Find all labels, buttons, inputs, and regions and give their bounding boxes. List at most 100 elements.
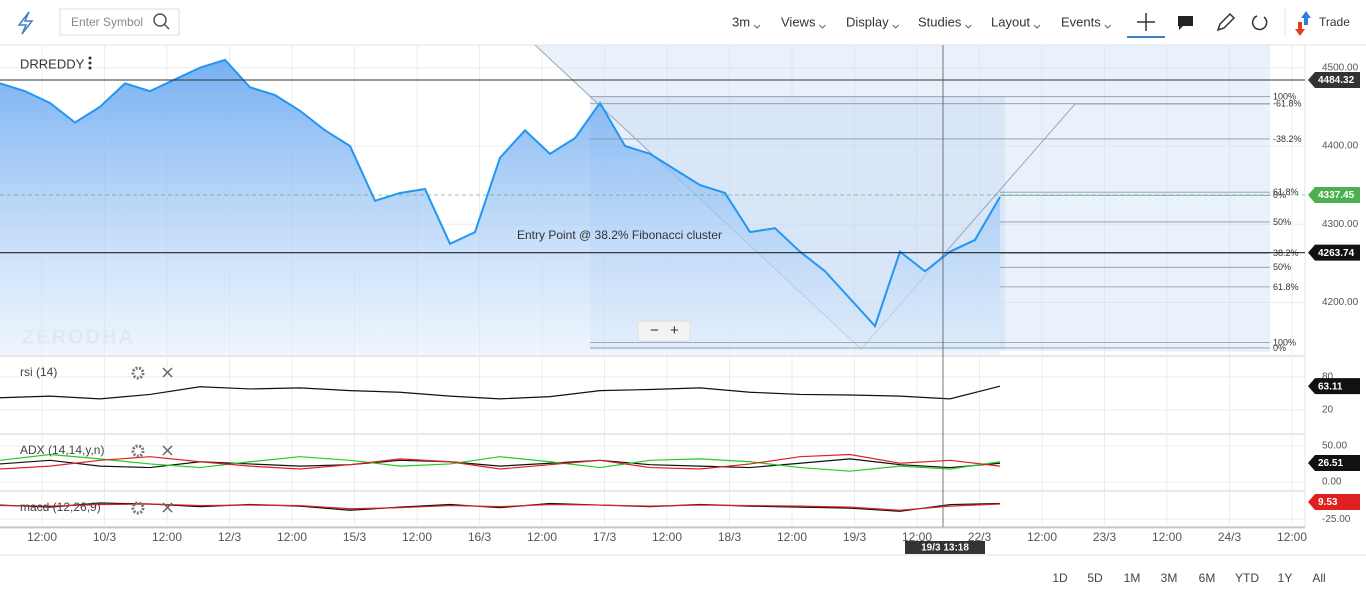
- fib-level-label: 0%: [1273, 190, 1286, 200]
- menu-chevron: [753, 24, 761, 29]
- x-tick-label: 12:00: [27, 530, 57, 544]
- study-title: ADX (14,14,y,n): [20, 443, 104, 457]
- menu-chevron: [965, 24, 972, 29]
- x-tick-label: 12:00: [1152, 530, 1182, 544]
- range-button[interactable]: 1D: [1052, 571, 1068, 585]
- menu-item[interactable]: Studies: [918, 14, 962, 29]
- zoom-out[interactable]: −: [650, 322, 659, 339]
- fib-level-label: -61.8%: [1273, 99, 1302, 109]
- value-tag-label: 26.51: [1318, 458, 1343, 469]
- study-settings[interactable]: [131, 444, 145, 458]
- fib-level-label: 61.8%: [1273, 282, 1299, 292]
- zoom-in[interactable]: +: [670, 322, 679, 339]
- x-tick-label: 12/3: [218, 530, 242, 544]
- symbol-menu[interactable]: [88, 66, 92, 70]
- crosshair-date-box: [905, 541, 985, 554]
- value-tag: [1308, 378, 1360, 395]
- x-tick-label: 12:00: [1027, 530, 1057, 544]
- range-button[interactable]: All: [1312, 571, 1325, 585]
- value-tag-label: 9.53: [1318, 497, 1338, 508]
- y-tick-label: 20: [1322, 405, 1334, 416]
- y-tick-label: 0.00: [1322, 477, 1342, 488]
- x-tick-label: 12:00: [152, 530, 182, 544]
- fib-level-label: 61.8%: [1273, 187, 1299, 197]
- plot-layer: 100%-61.8%-38.2%61.8%0%50%38.2%50%61.8%1…: [0, 58, 1360, 512]
- study-settings[interactable]: [131, 501, 145, 515]
- study-remove[interactable]: [162, 445, 173, 456]
- range-button[interactable]: 1M: [1124, 571, 1141, 585]
- x-tick-label: 12:00: [777, 530, 807, 544]
- indicator-line: [0, 453, 1001, 472]
- annotation: Entry Point @ 38.2% Fibonacci cluster: [517, 228, 722, 242]
- menu-item[interactable]: Display: [846, 14, 889, 29]
- zoom-control: [637, 320, 691, 342]
- symbol-menu[interactable]: [88, 61, 92, 65]
- menu-item[interactable]: 3m: [732, 14, 750, 29]
- menu-item[interactable]: Layout: [991, 14, 1030, 29]
- x-tick-label: 12:00: [902, 530, 932, 544]
- menu-chevron: [892, 24, 899, 29]
- x-tick-label: 18/3: [718, 530, 742, 544]
- study-title: macd (12,26,9): [20, 500, 101, 514]
- value-tag: [1308, 494, 1360, 510]
- fib-level-label: -38.2%: [1273, 134, 1302, 144]
- range-button[interactable]: 5D: [1087, 571, 1103, 585]
- trade-icon-down[interactable]: [1295, 22, 1305, 36]
- study-remove[interactable]: [162, 502, 173, 513]
- price-tag: [1308, 71, 1360, 88]
- grid-layer: 12:00 10/3 12:00 12/3 12:00 15/3 12:00 16/3 12:0…: [0, 45, 1359, 544]
- y-tick-label: 4400.00: [1322, 141, 1359, 152]
- crosshair-date: 19/3 13:18: [921, 543, 969, 554]
- x-tick-label: 12:00: [652, 530, 682, 544]
- price-area: [0, 59, 1000, 355]
- x-tick-label: 16/3: [468, 530, 492, 544]
- x-tick-label: 12:00: [1277, 530, 1307, 544]
- range-button[interactable]: 3M: [1161, 571, 1178, 585]
- y-tick-label: 80: [1322, 371, 1334, 382]
- indicator-line: [0, 453, 1001, 470]
- menu-item[interactable]: Views: [781, 14, 816, 29]
- x-tick-label: 12:00: [527, 530, 557, 544]
- x-tick-label: 24/3: [1218, 530, 1242, 544]
- fib-level-label: 100%: [1273, 337, 1296, 347]
- search-icon: [163, 23, 170, 30]
- watermark: ZERODHA: [22, 326, 135, 348]
- study-remove[interactable]: [162, 367, 173, 378]
- y-tick-label: 4300.00: [1322, 219, 1359, 230]
- reset-tool[interactable]: [1251, 15, 1268, 31]
- range-button[interactable]: 1Y: [1278, 571, 1293, 585]
- range-button[interactable]: 6M: [1199, 571, 1216, 585]
- fib-level-label: 100%: [1273, 92, 1296, 102]
- x-tick-label: 15/3: [343, 530, 367, 544]
- trade-icon-up[interactable]: [1301, 11, 1311, 25]
- trade-button[interactable]: Trade: [1319, 15, 1350, 29]
- y-tick-label: 4500.00: [1322, 62, 1359, 73]
- value-tag-label: 63.11: [1318, 381, 1343, 392]
- price-tag-label: 4337.45: [1318, 190, 1355, 201]
- value-tag: [1308, 455, 1360, 471]
- draw-tool[interactable]: [1216, 12, 1236, 32]
- menu-bar: 3m Views Display Studies Layout Events: [732, 14, 1112, 29]
- toolbar: [0, 0, 1366, 45]
- logo-icon[interactable]: [17, 11, 34, 35]
- indicator-line: [0, 385, 1001, 400]
- fib-level-label: 50%: [1273, 217, 1291, 227]
- x-tick-label: 22/3: [968, 530, 992, 544]
- x-tick-label: 19/3: [843, 530, 867, 544]
- crosshair-tool[interactable]: [1137, 13, 1155, 31]
- symbol-label: DRREDDY: [20, 56, 85, 71]
- menu-chevron: [1033, 24, 1041, 29]
- range-button[interactable]: YTD: [1235, 571, 1259, 585]
- fib-level-label: 50%: [1273, 262, 1291, 272]
- price-line: [0, 58, 1001, 328]
- symbol-menu[interactable]: [88, 56, 92, 60]
- indicator-line: [0, 503, 1001, 511]
- comment-tool[interactable]: [1178, 16, 1193, 30]
- menu-item[interactable]: Events: [1061, 14, 1101, 29]
- study-settings[interactable]: [131, 366, 145, 380]
- search-icon: [153, 13, 167, 27]
- fib-level-label: 0%: [1273, 343, 1286, 353]
- price-tag: [1308, 186, 1360, 203]
- indicator-line: [0, 458, 1001, 469]
- menu-chevron: [819, 24, 826, 29]
